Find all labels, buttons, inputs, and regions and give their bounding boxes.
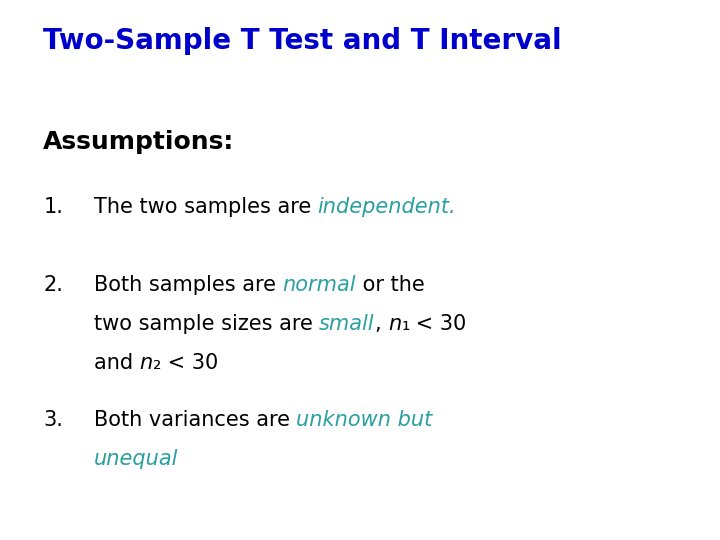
Text: ₂: ₂ — [153, 353, 161, 373]
Text: normal: normal — [282, 275, 356, 295]
Text: Two-Sample T Test and T Interval: Two-Sample T Test and T Interval — [43, 27, 562, 55]
Text: < 30: < 30 — [161, 353, 218, 373]
Text: unequal: unequal — [94, 449, 178, 469]
Text: 3.: 3. — [43, 410, 63, 430]
Text: 1.: 1. — [43, 197, 63, 217]
Text: The two samples are: The two samples are — [94, 197, 318, 217]
Text: Assumptions:: Assumptions: — [43, 130, 235, 153]
Text: or the: or the — [356, 275, 425, 295]
Text: two sample sizes are: two sample sizes are — [94, 314, 319, 334]
Text: Both samples are: Both samples are — [94, 275, 282, 295]
Text: and: and — [94, 353, 140, 373]
Text: ,: , — [374, 314, 388, 334]
Text: independent.: independent. — [318, 197, 456, 217]
Text: ₁: ₁ — [401, 314, 410, 334]
Text: Both variances are: Both variances are — [94, 410, 296, 430]
Text: n: n — [140, 353, 153, 373]
Text: n: n — [388, 314, 401, 334]
Text: 2.: 2. — [43, 275, 63, 295]
Text: small: small — [319, 314, 374, 334]
Text: < 30: < 30 — [410, 314, 467, 334]
Text: unknown but: unknown but — [296, 410, 433, 430]
